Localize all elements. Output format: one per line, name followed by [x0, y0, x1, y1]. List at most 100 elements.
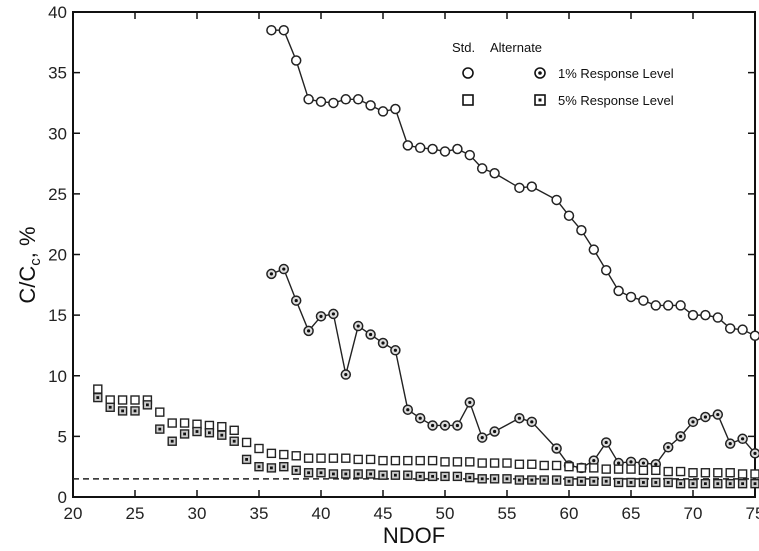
- alt_1pct-point-dot: [319, 314, 323, 318]
- y-tick-label: 5: [58, 427, 67, 446]
- x-tick-label: 55: [498, 504, 517, 523]
- legend-header-std: Std.: [452, 40, 475, 55]
- alt_1pct-point-dot: [282, 267, 286, 271]
- alt_1pct-point-dot: [604, 440, 608, 445]
- std_1pct-point: [476, 163, 488, 174]
- std_1pct-point: [700, 309, 711, 321]
- std_1pct-point: [439, 146, 451, 157]
- y-tick-label: 0: [58, 488, 67, 507]
- alt_5pct-point-dot: [704, 482, 707, 486]
- legend-label-1pct: 1% Response Level: [558, 66, 674, 81]
- alt_1pct-point-dot: [629, 460, 633, 464]
- alt_5pct-point-dot: [480, 477, 484, 481]
- std_5pct-point: [440, 457, 450, 467]
- std_5pct-point: [477, 458, 487, 468]
- std_5pct-point: [551, 460, 562, 471]
- std_5pct-point: [465, 457, 475, 467]
- alt_5pct-point-dot: [356, 472, 360, 476]
- alt_5pct-point-dot: [580, 479, 583, 483]
- alt_1pct-point-dot: [716, 412, 720, 417]
- alt_1pct-point-dot: [443, 423, 447, 428]
- legend-header-alt: Alternate: [490, 40, 542, 55]
- x-tick-label: 35: [250, 504, 269, 523]
- x-tick-label: 25: [126, 504, 145, 523]
- legend-open-square-marker: [462, 94, 474, 106]
- x-tick-label: 65: [622, 504, 641, 523]
- std_1pct-point: [588, 244, 600, 255]
- std_1pct-point: [749, 330, 759, 341]
- std_1pct-point: [278, 24, 290, 36]
- std_5pct-point: [217, 421, 227, 432]
- alt_5pct-point-dot: [319, 471, 323, 475]
- std_1pct-point: [340, 94, 352, 105]
- alt_1pct-point-dot: [555, 446, 559, 451]
- std_5pct-point: [403, 455, 413, 466]
- series-markers: [93, 24, 759, 489]
- alt_5pct-point-dot: [108, 405, 112, 409]
- std_5pct-point: [427, 455, 438, 466]
- std_1pct-point: [576, 225, 587, 236]
- std_1pct-point: [613, 285, 624, 297]
- alt_5pct-point-dot: [270, 466, 273, 470]
- alt_5pct-point-dot: [332, 472, 335, 476]
- alt_5pct-point-dot: [195, 430, 199, 433]
- alt_5pct-point-dot: [555, 478, 558, 482]
- alt_5pct-point-dot: [183, 432, 186, 436]
- std_1pct-point: [638, 295, 649, 306]
- alt_5pct-point-dot: [406, 473, 410, 477]
- alt_1pct-point-dot: [455, 423, 459, 428]
- alt_5pct-point-dot: [344, 472, 348, 476]
- alt_5pct-point-dot: [493, 477, 496, 481]
- alt_5pct-point-dot: [468, 476, 472, 479]
- legend: Std. Alternate 1% Response Level 5% Resp…: [452, 40, 674, 108]
- y-tick-label: 25: [48, 185, 67, 204]
- alt_1pct-point-dot: [418, 416, 422, 420]
- std_1pct-point: [600, 265, 612, 276]
- alt_1pct-point-dot: [468, 400, 472, 405]
- alt_1pct-point-dot: [480, 435, 484, 440]
- std_5pct-point: [688, 468, 698, 478]
- std_1pct-point: [402, 140, 414, 151]
- std_1pct-point: [290, 55, 302, 66]
- alt_1pct-point-dot: [530, 420, 534, 424]
- alt_5pct-point-dot: [617, 481, 620, 484]
- std_5pct-point: [229, 425, 239, 436]
- std_5pct-point: [539, 460, 549, 471]
- x-tick-label: 40: [312, 504, 331, 523]
- alt_1pct-point-dot: [269, 272, 273, 276]
- alt_1pct-point-dot: [741, 437, 745, 441]
- std_5pct-point: [266, 448, 277, 459]
- std_1pct-point: [551, 194, 562, 206]
- alt_5pct-point-dot: [431, 474, 434, 478]
- std_5pct-point: [527, 459, 537, 469]
- std_5pct-point: [117, 395, 128, 405]
- legend-label-5pct: 5% Response Level: [558, 93, 674, 108]
- std_5pct-point: [241, 437, 252, 448]
- std_5pct-point: [601, 464, 611, 474]
- alt_1pct-point-dot: [381, 341, 385, 345]
- std_5pct-point: [155, 407, 165, 417]
- alt_5pct-point-dot: [232, 439, 236, 443]
- alt_1pct-point-dot: [753, 451, 757, 455]
- y-tick-label: 15: [48, 306, 67, 325]
- std_1pct-line: [271, 29, 756, 337]
- std_5pct-point: [341, 453, 351, 463]
- alt_1pct-point-dot: [307, 329, 311, 333]
- alt_5pct-point-dot: [133, 409, 137, 413]
- alt_1pct-point-dot: [703, 415, 708, 419]
- alt_5pct-point-dot: [146, 403, 149, 407]
- alt_5pct-point-dot: [158, 427, 162, 431]
- alt_5pct-point-dot: [220, 433, 224, 437]
- x-tick-label: 20: [64, 504, 83, 523]
- std_1pct-point: [724, 323, 736, 334]
- std_1pct-point: [712, 312, 724, 323]
- alt_5pct-point-dot: [381, 473, 385, 477]
- x-tick-label: 60: [560, 504, 579, 523]
- alt_5pct-point-dot: [691, 482, 695, 486]
- alt_1pct-point-dot: [331, 312, 335, 316]
- std_1pct-point: [737, 324, 748, 335]
- alt_1pct-point-dot: [431, 423, 435, 428]
- std_5pct-point: [279, 449, 289, 460]
- y-tick-label: 40: [48, 3, 67, 22]
- y-axis-title-unit: , %: [15, 226, 40, 258]
